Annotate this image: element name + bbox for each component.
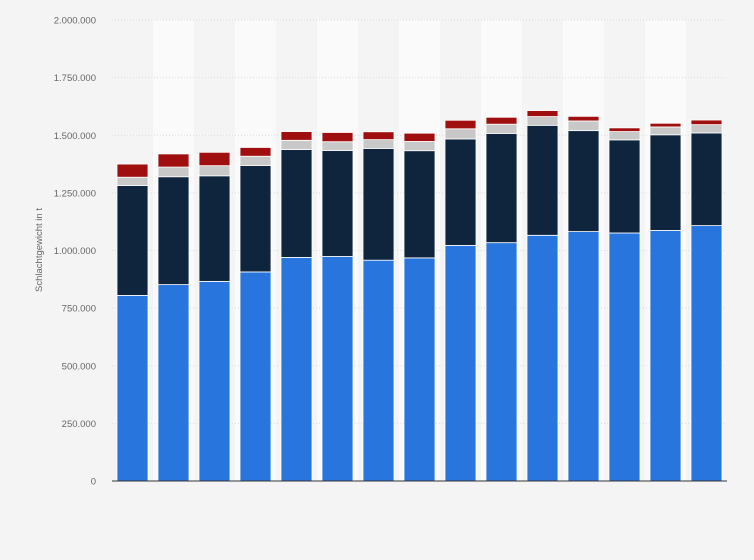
bar-segment-series-2 <box>403 150 436 259</box>
bar-segment-series-2 <box>567 130 600 232</box>
bar-segment-series-3 <box>157 166 190 178</box>
bar-segment-series-1 <box>690 225 723 482</box>
bar-segment-series-2 <box>362 147 395 261</box>
bar-segment-series-1 <box>444 245 477 482</box>
bar-segment-series-4 <box>649 122 682 128</box>
bar-segment-series-2 <box>649 134 682 231</box>
y-tick-label: 500.000 <box>62 361 96 372</box>
bar-segment-series-1 <box>362 259 395 482</box>
bar-segment-series-4 <box>690 119 723 126</box>
bar-segment-series-2 <box>608 139 641 234</box>
y-tick-label: 2.000.000 <box>54 16 96 27</box>
y-tick-label: 1.750.000 <box>54 73 96 84</box>
y-tick-label: 1.250.000 <box>54 188 96 199</box>
bar-segment-series-4 <box>280 131 313 141</box>
bar-segment-series-3 <box>444 128 477 140</box>
bar-segment-series-4 <box>239 147 272 157</box>
bar-segment-series-2 <box>485 133 518 244</box>
bar-segment-series-1 <box>157 284 190 482</box>
bar-segment-series-3 <box>321 141 354 151</box>
bar-segment-series-3 <box>239 155 272 166</box>
bar-segment-series-1 <box>526 234 559 482</box>
bar-segment-series-1 <box>403 257 436 482</box>
y-axis-ticks: 0 250.000 500.000 750.000 1.000.000 1.250.000… <box>54 16 96 488</box>
bar-segment-series-3 <box>280 139 313 150</box>
bar-segment-series-3 <box>567 120 600 132</box>
bar-segment-series-3 <box>690 124 723 134</box>
bar-segment-series-3 <box>649 126 682 136</box>
bar-segment-series-1 <box>239 271 272 482</box>
bar-segment-series-4 <box>157 153 190 168</box>
bars <box>116 110 723 482</box>
y-axis-title: Schlachtgewicht in t <box>34 208 45 292</box>
bar-segment-series-4 <box>116 163 149 178</box>
bar-segment-series-3 <box>485 123 518 134</box>
bar-segment-series-4 <box>608 127 641 132</box>
bar-segment-series-3 <box>362 139 395 149</box>
bar-segment-series-1 <box>198 280 231 482</box>
bar-segment-series-3 <box>198 165 231 177</box>
bar-segment-series-1 <box>321 256 354 482</box>
bar-segment-series-4 <box>362 131 395 141</box>
bar-segment-series-4 <box>485 116 518 125</box>
y-tick-label: 0 <box>91 477 96 488</box>
bar-segment-series-3 <box>116 176 149 186</box>
bar-segment-series-4 <box>444 119 477 130</box>
y-tick-label: 1.500.000 <box>54 131 96 142</box>
bar-segment-series-1 <box>608 232 641 482</box>
y-tick-label: 750.000 <box>62 304 96 315</box>
bar-segment-series-2 <box>526 124 559 236</box>
bar-segment-series-1 <box>116 295 149 482</box>
bar-segment-series-4 <box>321 132 354 143</box>
bar-segment-series-2 <box>157 176 190 286</box>
bar-segment-series-3 <box>403 141 436 152</box>
bar-segment-series-3 <box>526 116 559 126</box>
bar-segment-series-2 <box>321 150 354 257</box>
bar-segment-series-4 <box>403 132 436 142</box>
bar-segment-series-2 <box>116 185 149 296</box>
bar-segment-series-4 <box>526 110 559 117</box>
bar-segment-series-1 <box>649 230 682 482</box>
bar-segment-series-4 <box>198 151 231 167</box>
y-tick-label: 1.000.000 <box>54 246 96 257</box>
bar-segment-series-2 <box>444 138 477 246</box>
bar-segment-series-2 <box>280 149 313 258</box>
bar-segment-series-1 <box>280 257 313 482</box>
y-tick-label: 250.000 <box>62 419 96 430</box>
bar-segment-series-2 <box>239 165 272 273</box>
bar-segment-series-1 <box>485 242 518 482</box>
bar-segment-series-2 <box>690 132 723 227</box>
bar-segment-series-4 <box>567 115 600 122</box>
bar-segment-series-1 <box>567 231 600 482</box>
bar-segment-series-2 <box>198 175 231 282</box>
bar-segment-series-3 <box>608 131 641 141</box>
